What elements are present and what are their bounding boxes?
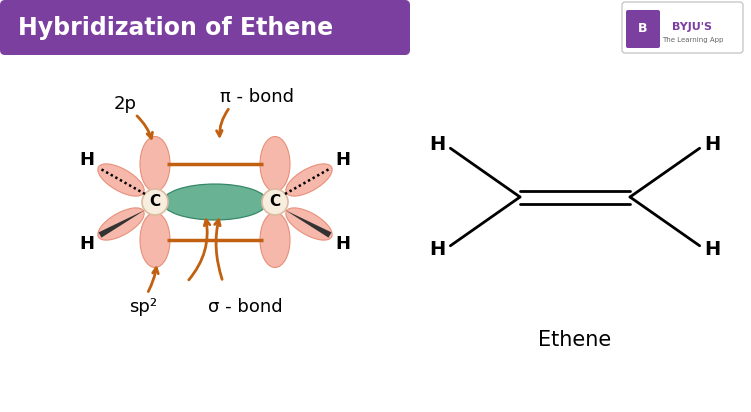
Polygon shape bbox=[98, 210, 145, 238]
FancyBboxPatch shape bbox=[0, 0, 410, 55]
Text: H: H bbox=[704, 240, 721, 259]
Text: H: H bbox=[336, 151, 351, 169]
Circle shape bbox=[262, 189, 288, 215]
Ellipse shape bbox=[140, 213, 170, 267]
Text: sp²: sp² bbox=[129, 298, 157, 316]
Ellipse shape bbox=[162, 184, 267, 220]
Text: The Learning App: The Learning App bbox=[662, 37, 723, 43]
Text: H: H bbox=[430, 135, 445, 154]
Circle shape bbox=[142, 189, 168, 215]
Text: Hybridization of Ethene: Hybridization of Ethene bbox=[18, 16, 333, 40]
Text: C: C bbox=[270, 194, 281, 209]
Text: C: C bbox=[149, 194, 161, 209]
Ellipse shape bbox=[286, 164, 332, 196]
Ellipse shape bbox=[260, 213, 290, 267]
FancyBboxPatch shape bbox=[622, 2, 743, 53]
Text: π - bond: π - bond bbox=[220, 88, 294, 106]
Polygon shape bbox=[285, 210, 331, 238]
Text: H: H bbox=[80, 151, 95, 169]
Text: B: B bbox=[638, 22, 648, 35]
Ellipse shape bbox=[140, 136, 170, 192]
Text: H: H bbox=[430, 240, 445, 259]
Text: 2p: 2p bbox=[113, 95, 137, 113]
Ellipse shape bbox=[260, 136, 290, 192]
Ellipse shape bbox=[98, 164, 144, 196]
Text: Ethene: Ethene bbox=[538, 330, 611, 350]
Text: σ - bond: σ - bond bbox=[208, 298, 282, 316]
FancyBboxPatch shape bbox=[626, 10, 660, 48]
Text: H: H bbox=[80, 235, 95, 253]
Ellipse shape bbox=[286, 208, 332, 240]
Text: BYJU'S: BYJU'S bbox=[672, 21, 712, 31]
Text: H: H bbox=[336, 235, 351, 253]
Text: H: H bbox=[704, 135, 721, 154]
Ellipse shape bbox=[98, 208, 144, 240]
